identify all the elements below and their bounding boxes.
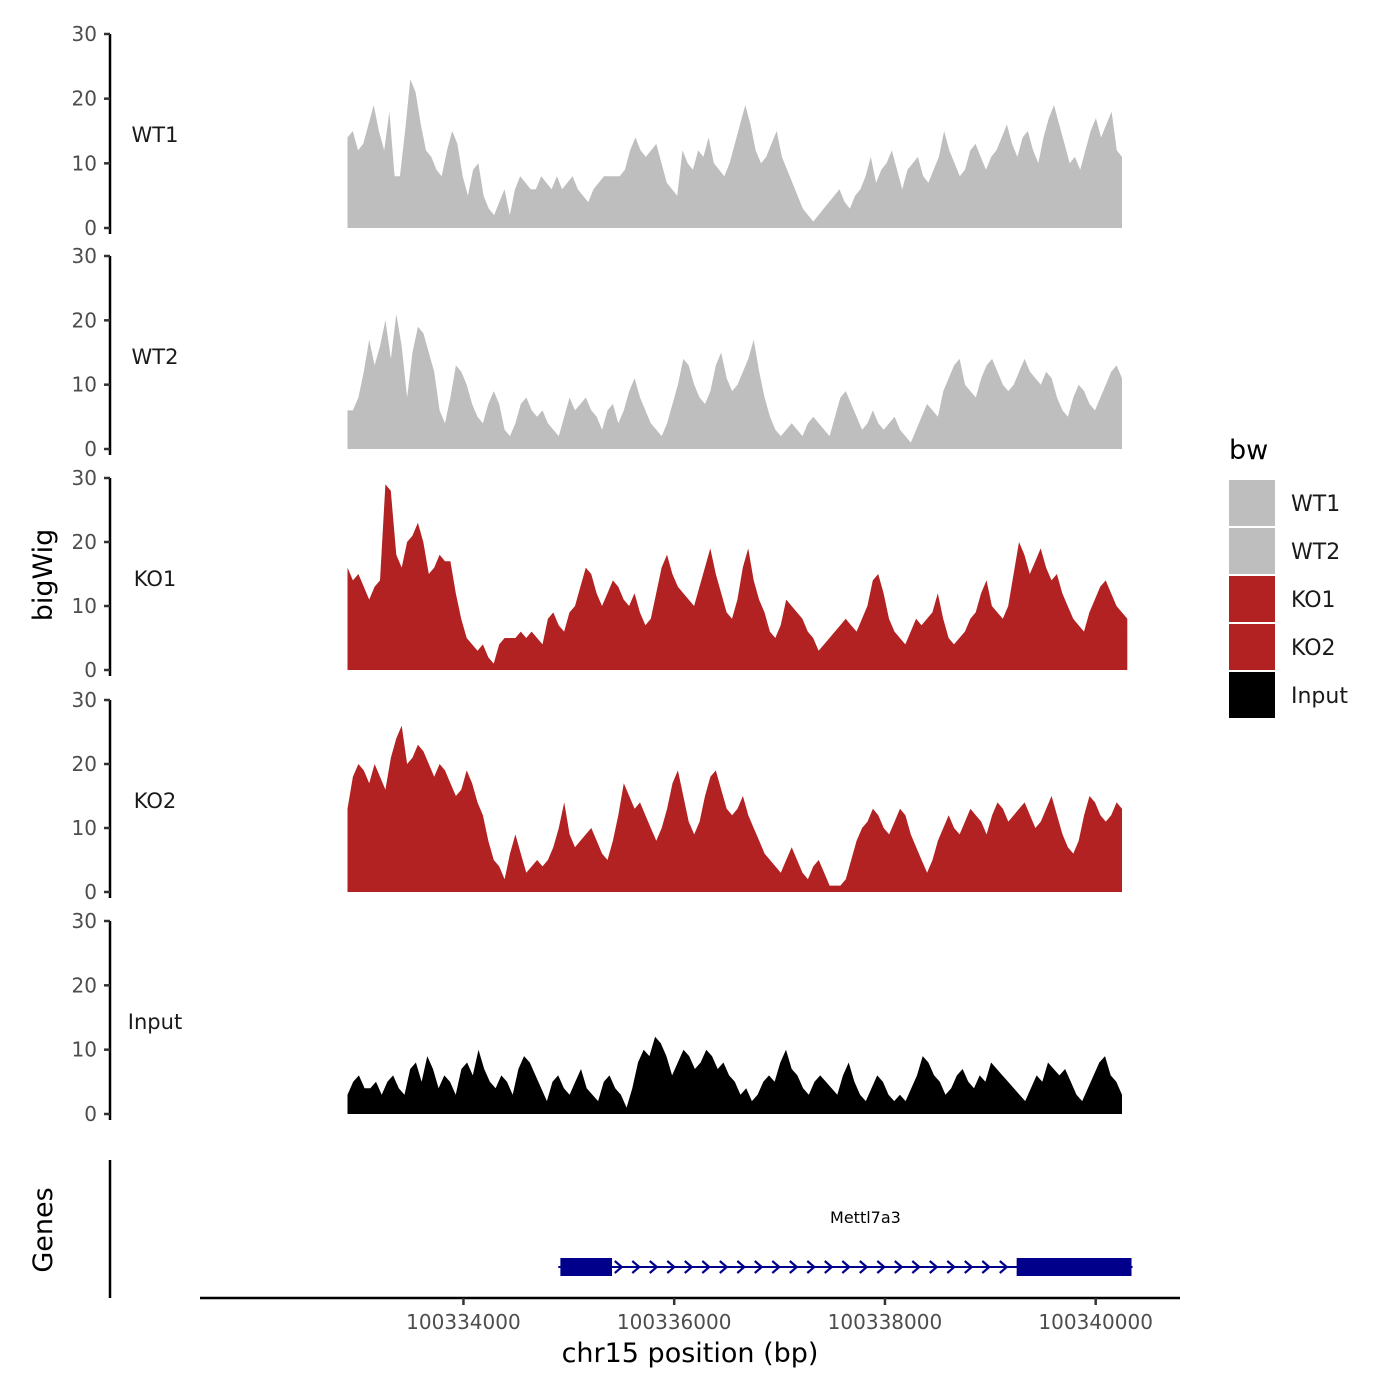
strand-arrow [929, 1260, 939, 1274]
x-axis-title: chr15 position (bp) [562, 1338, 819, 1369]
track-label-wt1: WT1 [132, 123, 179, 147]
y-tick-label: 0 [84, 216, 97, 240]
strand-arrow [754, 1260, 764, 1274]
y-tick-label: 10 [72, 373, 97, 397]
legend-swatch-ko1 [1229, 576, 1275, 622]
legend: bw WT1 WT2 KO1 KO2 Input [1229, 435, 1348, 718]
y-tick-label: 30 [72, 22, 97, 46]
legend-label-wt2: WT2 [1291, 540, 1340, 565]
strand-arrow [631, 1260, 641, 1274]
y-tick-label: 30 [72, 466, 97, 490]
strand-arrow [736, 1260, 746, 1274]
strand-arrow [789, 1260, 799, 1274]
track-wt2: 0 10 20 30 WT2 [72, 244, 1122, 461]
x-tick-label: 100340000 [1038, 1310, 1153, 1334]
y-tick-label: 30 [72, 244, 97, 268]
track-ko2: 0 10 20 30 KO2 [72, 688, 1122, 904]
strand-arrow [964, 1260, 974, 1274]
track-input: 0 10 20 30 Input [72, 909, 1122, 1126]
y-tick-label: 0 [84, 880, 97, 904]
y-tick-label: 10 [72, 151, 97, 175]
area-wt1 [347, 79, 1122, 228]
gene-track: Mettl7a3 [108, 1160, 1133, 1298]
y-tick-label: 10 [72, 594, 97, 618]
strand-arrow [859, 1260, 869, 1274]
legend-swatch-wt1 [1229, 480, 1275, 526]
strand-arrow [806, 1260, 816, 1274]
y-tick-label: 0 [84, 658, 97, 682]
y-tick-label: 20 [72, 308, 97, 332]
y-tick-label: 20 [72, 752, 97, 776]
y-tick-label: 20 [72, 87, 97, 111]
area-ko2 [347, 725, 1122, 892]
track-label-ko1: KO1 [134, 567, 177, 591]
area-ko1 [347, 484, 1128, 670]
x-tick-label: 100338000 [828, 1310, 943, 1334]
y-tick-label: 30 [72, 909, 97, 933]
strand-arrow [701, 1260, 711, 1274]
y-tick-label: 20 [72, 530, 97, 554]
area-wt2 [347, 313, 1122, 449]
area-input [347, 1036, 1122, 1114]
x-tick-label: 100334000 [406, 1310, 521, 1334]
y-tick-label: 0 [84, 1102, 97, 1126]
signal-tracks: 0 10 20 30 WT1 0 10 20 30 WT2 0 10 20 30 KO1 0 10 20 30 KO2… [72, 22, 1128, 1126]
strand-arrow [614, 1260, 624, 1274]
legend-swatch-wt2 [1229, 528, 1275, 574]
strand-arrow [824, 1260, 834, 1274]
strand-arrow [771, 1260, 781, 1274]
gene-exon-1 [560, 1258, 613, 1276]
strand-arrow [946, 1260, 956, 1274]
strand-arrow [666, 1260, 676, 1274]
y-axis-title: bigWig [28, 529, 59, 622]
strand-arrow [999, 1260, 1009, 1274]
strand-arrow [911, 1260, 921, 1274]
y-tick-label: 0 [84, 437, 97, 461]
strand-arrow [876, 1260, 886, 1274]
legend-swatch-ko2 [1229, 624, 1275, 670]
track-label-input: Input [128, 1010, 182, 1034]
y-tick-label: 10 [72, 816, 97, 840]
strand-arrow [649, 1260, 659, 1274]
y-tick-label: 20 [72, 973, 97, 997]
legend-label-wt1: WT1 [1291, 492, 1340, 517]
strand-arrow [981, 1260, 991, 1274]
x-axis: 100334000 100336000 100338000 100340000 [200, 1296, 1180, 1334]
genes-axis-title: Genes [28, 1187, 59, 1272]
y-tick-label: 10 [72, 1038, 97, 1062]
strand-arrow [894, 1260, 904, 1274]
track-label-ko2: KO2 [134, 789, 177, 813]
track-label-wt2: WT2 [132, 345, 179, 369]
strand-arrow [684, 1260, 694, 1274]
y-tick-label: 30 [72, 688, 97, 712]
strand-arrow [719, 1260, 729, 1274]
legend-title: bw [1229, 435, 1268, 466]
legend-label-ko1: KO1 [1291, 588, 1336, 613]
legend-label-input: Input [1291, 684, 1348, 709]
track-ko1: 0 10 20 30 KO1 [72, 466, 1128, 682]
legend-swatch-input [1229, 672, 1275, 718]
strand-arrow [841, 1260, 851, 1274]
gene-label: Mettl7a3 [830, 1208, 901, 1227]
legend-label-ko2: KO2 [1291, 636, 1336, 661]
track-wt1: 0 10 20 30 WT1 [72, 22, 1122, 240]
gene-exon-2 [1016, 1258, 1132, 1276]
x-tick-label: 100336000 [617, 1310, 732, 1334]
